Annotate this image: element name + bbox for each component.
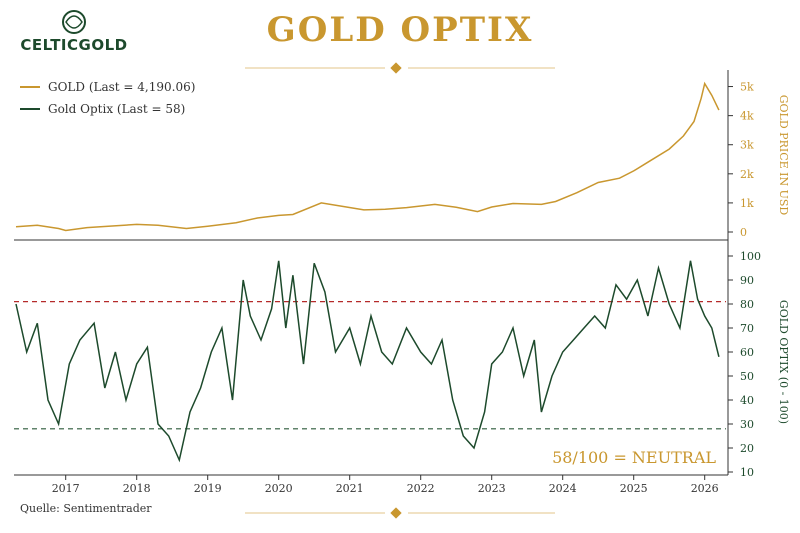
gold-y-tick-label: 1k bbox=[740, 197, 754, 210]
optix-y-tick-label: 80 bbox=[740, 298, 754, 311]
x-tick-label: 2023 bbox=[478, 482, 506, 495]
optix-y-ticks: 10 20 30 40 50 60 70 80 90 100 bbox=[728, 250, 761, 479]
optix-y-tick-label: 50 bbox=[740, 370, 754, 383]
footer-divider bbox=[245, 507, 555, 519]
x-tick-label: 2018 bbox=[123, 482, 151, 495]
optix-y-tick-label: 90 bbox=[740, 274, 754, 287]
gold-swatch bbox=[20, 86, 40, 88]
page-title: GOLD OPTIX bbox=[266, 10, 534, 50]
celtic-knot-icon bbox=[62, 10, 86, 34]
gold-y-tick-label: 0 bbox=[740, 226, 747, 239]
x-tick-label: 2025 bbox=[620, 482, 648, 495]
x-tick-label: 2021 bbox=[336, 482, 364, 495]
logo: CELTICGOLD bbox=[14, 8, 134, 56]
legend-item-optix: Gold Optix (Last = 58) bbox=[20, 98, 195, 120]
x-tick-label: 2022 bbox=[407, 482, 435, 495]
x-tick-label: 2019 bbox=[194, 482, 222, 495]
x-tick-label: 2017 bbox=[52, 482, 80, 495]
gold-y-tick-label: 2k bbox=[740, 168, 754, 181]
optix-y-tick-label: 100 bbox=[740, 250, 761, 263]
legend-optix-label: Gold Optix (Last = 58) bbox=[48, 102, 186, 116]
gold-y-tick-label: 4k bbox=[740, 110, 754, 123]
gold-optix-line bbox=[15, 260, 720, 463]
x-tick-label: 2024 bbox=[549, 482, 577, 495]
x-tick-label: 2020 bbox=[265, 482, 293, 495]
gold-y-tick-label: 5k bbox=[740, 81, 754, 94]
gold-y-ticks: 0 1k 2k 3k 4k 5k bbox=[728, 81, 754, 239]
legend-gold-label: GOLD (Last = 4,190.06) bbox=[48, 80, 196, 94]
sentiment-status: 58/100 = NEUTRAL bbox=[548, 448, 720, 467]
source-note: Quelle: Sentimentrader bbox=[20, 502, 152, 515]
legend-item-gold: GOLD (Last = 4,190.06) bbox=[20, 76, 195, 98]
optix-swatch bbox=[20, 108, 40, 110]
optix-y-tick-label: 20 bbox=[740, 442, 754, 455]
gold-y-axis-label: GOLD PRICE IN USD bbox=[777, 95, 790, 216]
x-axis-ticks: 2017 2018 2019 2020 2021 2022 2023 2024 2025 2026 bbox=[52, 475, 719, 495]
gold-y-tick-label: 3k bbox=[740, 139, 754, 152]
logo-text: CELTICGOLD bbox=[20, 36, 128, 54]
optix-y-tick-label: 70 bbox=[740, 322, 754, 335]
optix-y-axis-label: GOLD OPTIX (0 - 100) bbox=[777, 300, 790, 424]
legend: GOLD (Last = 4,190.06) Gold Optix (Last … bbox=[20, 76, 195, 120]
optix-y-tick-label: 30 bbox=[740, 418, 754, 431]
optix-y-tick-label: 60 bbox=[740, 346, 754, 359]
optix-y-tick-label: 40 bbox=[740, 394, 754, 407]
gold-price-line bbox=[15, 81, 720, 232]
optix-y-tick-label: 10 bbox=[740, 466, 754, 479]
x-tick-label: 2026 bbox=[691, 482, 719, 495]
title-divider bbox=[245, 62, 555, 74]
